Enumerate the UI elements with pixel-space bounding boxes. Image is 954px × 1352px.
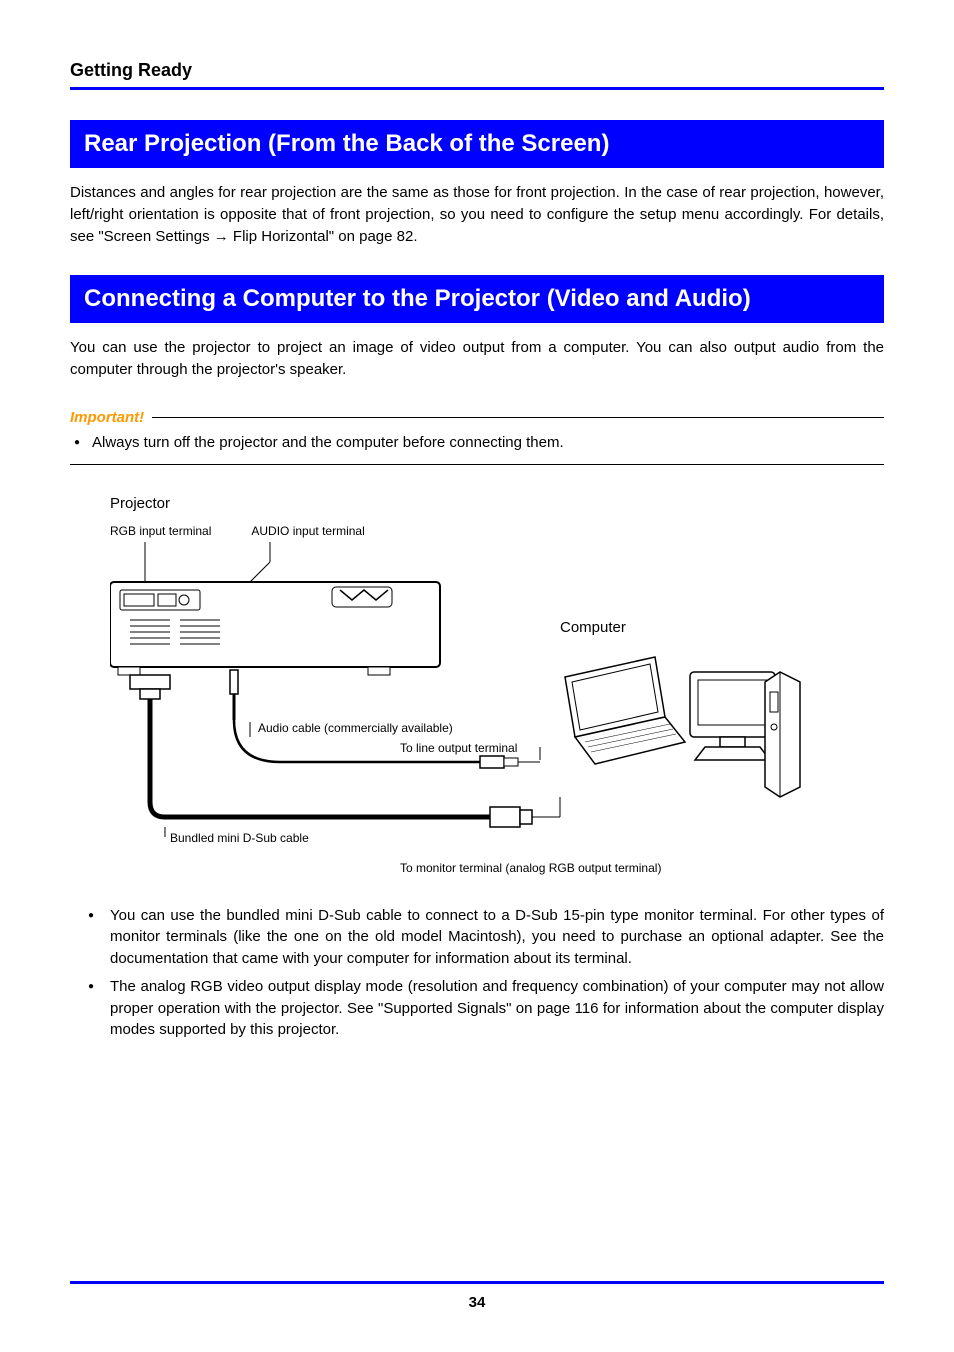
bundled-cable-text: Bundled mini D-Sub cable xyxy=(170,831,309,845)
important-label: Important! xyxy=(70,409,144,426)
audio-terminal-label: AUDIO input terminal xyxy=(251,524,364,538)
page-number: 34 xyxy=(469,1294,486,1311)
note-bullet-1: You can use the bundled mini D-Sub cable… xyxy=(110,905,884,970)
to-monitor-label: To monitor terminal (analog RGB output t… xyxy=(400,861,884,875)
rgb-terminal-label: RGB input terminal xyxy=(110,524,211,538)
paragraph-connecting: You can use the projector to project an … xyxy=(70,337,884,381)
heading-connecting: Connecting a Computer to the Projector (… xyxy=(70,275,884,323)
important-row: Important! xyxy=(70,409,884,426)
to-line-output-text: To line output terminal xyxy=(400,741,517,755)
computer-label-text: Computer xyxy=(560,619,626,636)
divider xyxy=(70,464,884,465)
important-bullet: Always turn off the projector and the co… xyxy=(92,432,884,454)
important-bullet-list: Always turn off the projector and the co… xyxy=(70,432,884,454)
laptop-icon xyxy=(565,657,685,764)
projector-label: Projector xyxy=(110,495,884,512)
heading-rear-projection: Rear Projection (From the Back of the Sc… xyxy=(70,120,884,168)
paragraph-rear-projection: Distances and angles for rear projection… xyxy=(70,182,884,247)
audio-cable-text: Audio cable (commercially available) xyxy=(258,721,453,735)
diagram-svg: Audio cable (commercially available) To … xyxy=(110,542,830,852)
desktop-icon xyxy=(690,672,800,797)
page-footer: 34 xyxy=(70,1281,884,1311)
notes-list: You can use the bundled mini D-Sub cable… xyxy=(70,905,884,1042)
section-label: Getting Ready xyxy=(70,60,884,90)
important-rule xyxy=(152,417,884,418)
note-bullet-2: The analog RGB video output display mode… xyxy=(110,976,884,1041)
connection-diagram: Projector RGB input terminal AUDIO input… xyxy=(110,495,884,875)
